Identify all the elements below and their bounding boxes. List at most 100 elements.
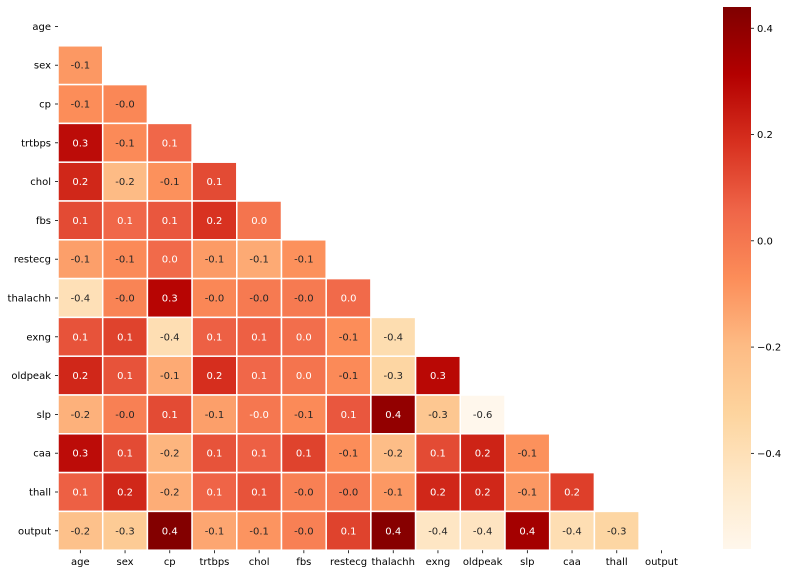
cell-annotation-thalachh-fbs: -0.0 [294,294,314,305]
cell-annotation-chol-trtbps: 0.1 [206,177,222,188]
x-tick-label-restecg: restecg [330,557,367,568]
colorbar: 0.4 0.2 0.0 −0.2 −0.4 [723,7,781,549]
cell-annotation-sex-age: -0.1 [71,61,91,72]
heatmap-cell-output-age [57,510,104,551]
heatmap-cell-thall-thalachh [370,471,417,513]
heatmap-cell-slp-fbs [280,394,327,435]
heatmap-cell-slp-oldpeak [459,394,506,435]
x-tick-label-trtbps: trtbps [200,557,230,568]
cell-annotation-restecg-fbs: -0.1 [294,255,314,266]
cell-annotation-thalachh-restecg: 0.0 [341,294,357,305]
cell-annotation-thall-thalachh: -0.1 [383,488,403,499]
heatmap-cell-restecg-trtbps [191,239,238,280]
cell-annotation-caa-cp: -0.2 [160,449,180,460]
y-tick-label-output: output [18,526,51,537]
cell-annotation-output-sex: -0.3 [115,526,135,537]
y-tick-label-fbs: fbs [36,216,51,227]
heatmap-cell-output-trtbps [191,510,238,551]
heatmap-cell-caa-exng [414,433,462,474]
cell-annotation-output-chol: -0.1 [249,526,269,537]
heatmap-cell-output-oldpeak [459,510,506,551]
heatmap-cell-output-thall [593,510,640,551]
heatmap-cell-slp-trtbps [191,394,238,435]
cell-annotation-thall-restecg: -0.0 [339,488,359,499]
colorbar-gradient [723,7,751,549]
cell-annotation-exng-thalachh: -0.4 [383,332,403,343]
heatmap-cell-thall-sex [101,471,149,513]
heatmap-cell-thall-caa [548,471,596,513]
y-tick-label-age: age [32,22,51,33]
x-tick-label-chol: chol [249,557,270,568]
colorbar-tick-label: 0.0 [757,236,773,247]
y-axis-ticks: age sex cp trtbps chol fbs restecg thalachh exng… [8,22,58,537]
heatmap-cell-caa-fbs [280,433,327,474]
cell-annotation-thalachh-sex: -0.0 [115,294,135,305]
heatmap-cell-fbs-trtbps [191,200,238,241]
heatmap-cell-restecg-chol [236,239,283,280]
cell-annotation-output-slp: 0.4 [519,526,535,537]
cell-annotation-oldpeak-fbs: 0.0 [296,371,312,382]
heatmap-cell-exng-thalachh [370,316,417,357]
cell-annotation-slp-age: -0.2 [71,410,91,421]
heatmap-cell-thall-fbs [280,471,327,513]
x-tick-label-cp: cp [164,557,176,568]
colorbar-ticks: 0.4 0.2 0.0 −0.2 −0.4 [751,24,781,460]
cell-annotation-output-oldpeak: -0.4 [473,526,493,537]
y-tick-label-thall: thall [29,488,51,499]
cell-annotation-cp-age: -0.1 [71,100,91,111]
cell-annotation-trtbps-age: 0.3 [72,138,88,149]
cell-annotation-oldpeak-chol: 0.1 [251,371,267,382]
cell-annotation-fbs-age: 0.1 [72,216,88,227]
cell-annotation-exng-restecg: -0.1 [339,332,359,343]
cell-annotation-output-cp: 0.4 [162,526,178,537]
heatmap-cell-oldpeak-exng [414,355,462,396]
y-tick-label-slp: slp [37,410,51,421]
cell-annotation-slp-restecg: 0.1 [341,410,357,421]
cell-annotation-restecg-chol: -0.1 [249,255,269,266]
cell-annotation-output-thalachh: 0.4 [385,526,401,537]
cell-annotation-thalachh-chol: -0.0 [249,294,269,305]
cell-annotation-thall-sex: 0.2 [117,488,133,499]
cell-annotation-exng-trtbps: 0.1 [206,332,222,343]
heatmap-cells [57,45,640,551]
cell-annotation-output-exng: -0.4 [428,526,448,537]
cell-annotation-caa-chol: 0.1 [251,449,267,460]
cell-annotation-output-restecg: 0.1 [341,526,357,537]
cell-annotation-slp-fbs: -0.1 [294,410,314,421]
cell-annotation-caa-thalachh: -0.2 [383,449,403,460]
x-tick-label-exng: exng [426,557,451,568]
cell-annotation-slp-oldpeak: -0.6 [473,410,493,421]
colorbar-tick-label: 0.2 [757,130,773,141]
cell-annotation-oldpeak-trtbps: 0.2 [206,371,222,382]
x-tick-label-thalachh: thalachh [372,557,415,568]
x-tick-label-age: age [71,557,90,568]
heatmap-cell-restecg-sex [101,239,149,280]
cell-annotation-thall-slp: -0.1 [518,488,538,499]
cell-annotation-caa-exng: 0.1 [430,449,446,460]
heatmap-cell-exng-cp [146,316,193,357]
heatmap-cell-thall-age [57,471,104,513]
y-tick-label-restecg: restecg [14,255,51,266]
heatmap-cell-thall-exng [414,471,462,513]
heatmap-cell-oldpeak-age [57,355,104,396]
cell-annotation-slp-exng: -0.3 [428,410,448,421]
cell-annotation-output-fbs: -0.0 [294,526,314,537]
cell-annotation-oldpeak-sex: 0.1 [117,371,133,382]
cell-annotation-caa-sex: 0.1 [117,449,133,460]
cell-annotation-restecg-cp: 0.0 [162,255,178,266]
heatmap-cell-caa-age [57,433,104,474]
y-tick-label-exng: exng [26,332,51,343]
heatmap-cell-output-cp [146,510,193,551]
cell-annotation-slp-thalachh: 0.4 [385,410,401,421]
heatmap-cell-thall-slp [504,471,551,513]
heatmap-cell-thall-restecg [325,471,372,513]
heatmap-cell-exng-age [57,316,104,357]
cell-annotation-thall-cp: -0.2 [160,488,180,499]
cell-annotation-thalachh-trtbps: -0.0 [205,294,225,305]
cell-annotation-thall-oldpeak: 0.2 [475,488,491,499]
cell-annotation-thall-fbs: -0.0 [294,488,314,499]
heatmap-cell-slp-age [57,394,104,435]
x-tick-label-thall: thall [606,557,628,568]
heatmap-cell-caa-slp [504,433,551,474]
